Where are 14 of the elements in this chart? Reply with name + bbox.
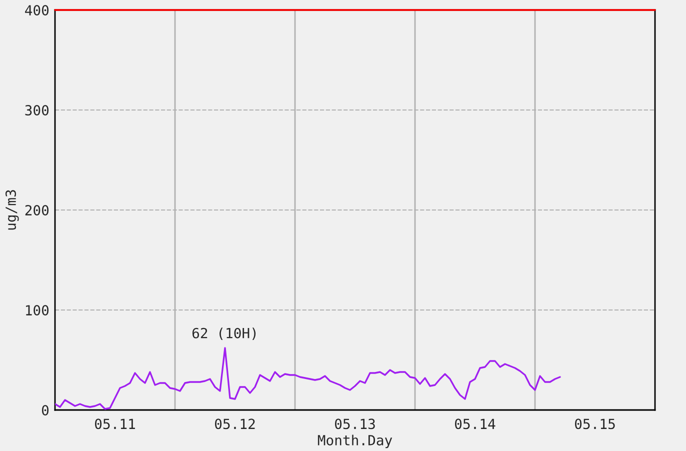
- y-tick-label: 300: [25, 105, 49, 116]
- x-tick-label: 05.11: [95, 418, 135, 430]
- y-tick-label: 100: [26, 305, 49, 316]
- x-tick-label: 05.13: [335, 418, 375, 430]
- x-tick-label: 05.14: [455, 418, 496, 430]
- y-axis-title: ug/m3: [6, 190, 19, 230]
- y-tick-label: 200: [25, 205, 49, 216]
- y-tick-label: 400: [25, 5, 49, 16]
- line-series: [55, 347, 561, 410]
- x-tick-label: 05.15: [575, 418, 615, 430]
- x-axis-title: Month.Day: [318, 434, 392, 448]
- x-tick-label: 05.12: [215, 418, 255, 430]
- annotation: 62 (10H): [192, 328, 256, 340]
- y-tick-label: 0: [42, 405, 49, 416]
